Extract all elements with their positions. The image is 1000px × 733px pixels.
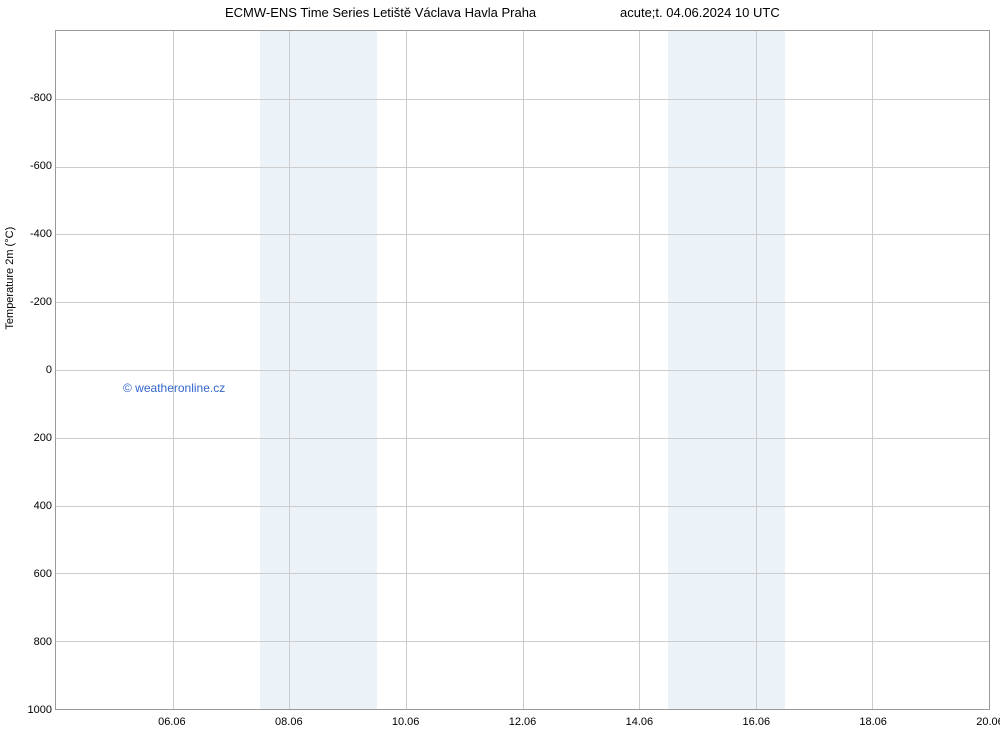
y-tick-label: 0 <box>46 364 52 376</box>
y-tick-label: -600 <box>30 160 52 172</box>
y-tick-label: 200 <box>34 432 52 444</box>
y-tick-label: -400 <box>30 228 52 240</box>
y-tick-label: -200 <box>30 296 52 308</box>
x-tick-label: 20.06 <box>976 716 1000 728</box>
gridline-vertical <box>406 31 407 709</box>
plot-area: © weatheronline.cz <box>55 30 990 710</box>
gridline-vertical <box>523 31 524 709</box>
x-tick-label: 16.06 <box>743 716 771 728</box>
chart-title-right: acute;t. 04.06.2024 10 UTC <box>620 5 780 20</box>
y-tick-label: 400 <box>34 500 52 512</box>
chart-container: ECMW-ENS Time Series Letiště Václava Hav… <box>0 0 1000 733</box>
x-tick-label: 14.06 <box>626 716 654 728</box>
chart-title-left: ECMW-ENS Time Series Letiště Václava Hav… <box>225 5 536 20</box>
x-tick-label: 18.06 <box>859 716 887 728</box>
x-tick-label: 10.06 <box>392 716 420 728</box>
x-tick-label: 08.06 <box>275 716 303 728</box>
y-tick-label: 1000 <box>28 704 52 716</box>
x-tick-label: 12.06 <box>509 716 537 728</box>
y-tick-label: 800 <box>34 636 52 648</box>
gridline-vertical <box>872 31 873 709</box>
y-tick-label: 600 <box>34 568 52 580</box>
watermark: © weatheronline.cz <box>123 381 225 395</box>
y-axis-label: Temperature 2m (°C) <box>4 227 16 330</box>
x-tick-label: 06.06 <box>158 716 186 728</box>
y-tick-label: -800 <box>30 92 52 104</box>
gridline-vertical <box>289 31 290 709</box>
gridline-vertical <box>639 31 640 709</box>
gridline-vertical <box>173 31 174 709</box>
gridline-vertical <box>756 31 757 709</box>
